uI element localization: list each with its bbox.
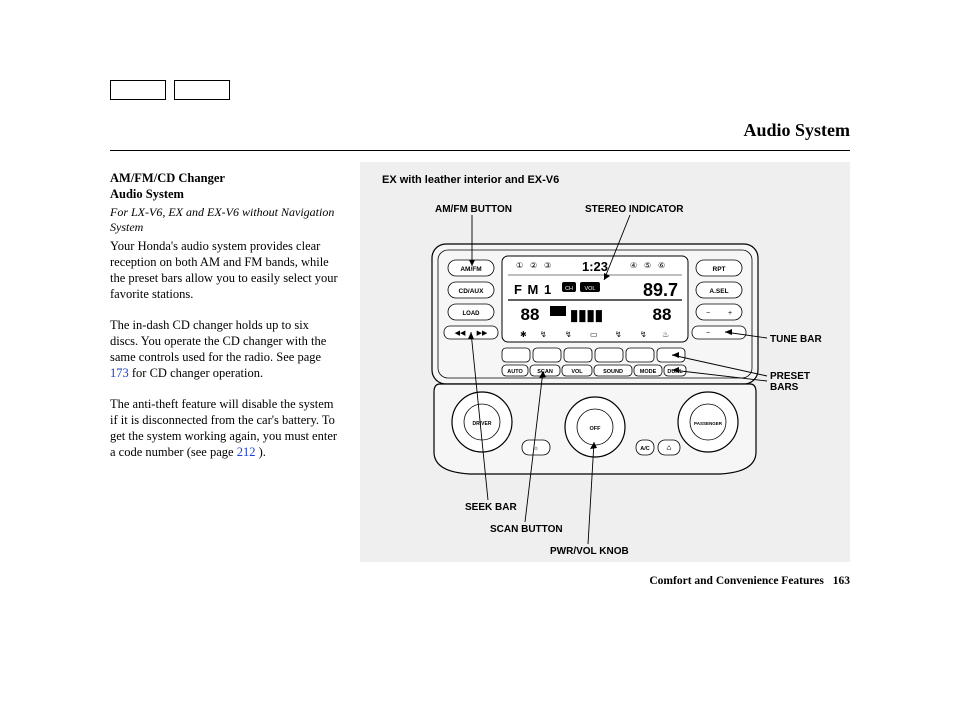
page-title: Audio System bbox=[743, 120, 850, 141]
callout-tune-bar: TUNE BAR bbox=[770, 334, 822, 345]
svg-text:VOL: VOL bbox=[584, 286, 595, 292]
svg-text:☼: ☼ bbox=[533, 446, 539, 452]
text-run: The in-dash CD changer holds up to six d… bbox=[110, 318, 326, 365]
svg-text:88: 88 bbox=[653, 305, 672, 324]
svg-text:A/C: A/C bbox=[640, 446, 650, 452]
radio-svg: AM/FM CD/AUX LOAD RPT A.SEL − + ◀◀ ▶▶ − … bbox=[430, 242, 760, 477]
svg-text:−: − bbox=[706, 310, 710, 317]
footer-section: Comfort and Convenience Features bbox=[649, 575, 824, 587]
callout-pwr-vol-knob: PWR/VOL KNOB bbox=[550, 546, 629, 557]
callout-amfm-button: AM/FM BUTTON bbox=[435, 204, 512, 215]
section-subheading: For LX-V6, EX and EX-V6 without Navigati… bbox=[110, 205, 340, 236]
svg-text:1:23: 1:23 bbox=[582, 259, 608, 274]
svg-text:89.7: 89.7 bbox=[643, 280, 678, 300]
placeholder-box bbox=[174, 80, 230, 100]
text-run: The anti-theft feature will disable the … bbox=[110, 397, 337, 460]
callout-preset-bars: PRESET BARS bbox=[770, 371, 810, 393]
page-link[interactable]: 212 bbox=[237, 445, 256, 459]
svg-text:PASSENGER: PASSENGER bbox=[694, 421, 723, 426]
text-run: ). bbox=[255, 445, 265, 459]
svg-text:①: ① bbox=[516, 261, 523, 270]
svg-text:↯: ↯ bbox=[540, 330, 547, 339]
page-footer: Comfort and Convenience Features 163 bbox=[649, 575, 850, 587]
horizontal-rule bbox=[110, 150, 850, 151]
body-text-column: AM/FM/CD Changer Audio System For LX-V6,… bbox=[110, 170, 340, 475]
placeholder-box bbox=[110, 80, 166, 100]
svg-text:♨: ♨ bbox=[662, 330, 669, 339]
footer-page-number: 163 bbox=[833, 575, 850, 587]
section-heading: AM/FM/CD Changer Audio System bbox=[110, 170, 340, 203]
svg-text:RPT: RPT bbox=[713, 266, 726, 273]
heading-line: AM/FM/CD Changer bbox=[110, 171, 225, 185]
svg-text:↯: ↯ bbox=[565, 330, 572, 339]
svg-text:↯: ↯ bbox=[615, 330, 622, 339]
svg-text:②: ② bbox=[530, 261, 537, 270]
paragraph: The anti-theft feature will disable the … bbox=[110, 396, 340, 461]
paragraph: Your Honda's audio system provides clear… bbox=[110, 238, 340, 303]
svg-text:F M 1: F M 1 bbox=[514, 282, 552, 297]
callout-seek-bar: SEEK BAR bbox=[465, 502, 517, 513]
svg-text:DRIVER: DRIVER bbox=[473, 421, 492, 427]
svg-text:▭: ▭ bbox=[590, 330, 598, 339]
svg-text:▶▶: ▶▶ bbox=[477, 330, 488, 337]
paragraph: The in-dash CD changer holds up to six d… bbox=[110, 317, 340, 382]
svg-text:A.SEL: A.SEL bbox=[709, 288, 728, 295]
svg-text:−: − bbox=[706, 330, 710, 337]
svg-text:MODE: MODE bbox=[640, 369, 657, 375]
svg-text:③: ③ bbox=[544, 261, 551, 270]
svg-text:AM/FM: AM/FM bbox=[460, 266, 481, 273]
figure-caption: EX with leather interior and EX-V6 bbox=[382, 174, 559, 186]
svg-text:88: 88 bbox=[521, 305, 540, 324]
svg-text:⑥: ⑥ bbox=[658, 261, 665, 270]
callout-line: BARS bbox=[770, 382, 798, 393]
svg-text:OFF: OFF bbox=[590, 426, 602, 432]
svg-text:▮▮▮▮: ▮▮▮▮ bbox=[570, 307, 603, 324]
svg-text:♺: ♺ bbox=[666, 445, 671, 452]
svg-text:④: ④ bbox=[630, 261, 637, 270]
callout-stereo-indicator: STEREO INDICATOR bbox=[585, 204, 684, 215]
svg-text:AUTO: AUTO bbox=[507, 369, 523, 375]
callout-line: PRESET bbox=[770, 371, 810, 382]
svg-text:SCAN: SCAN bbox=[537, 369, 553, 375]
svg-text:CH: CH bbox=[565, 286, 573, 292]
svg-text:VOL: VOL bbox=[571, 369, 583, 375]
svg-text:DUAL: DUAL bbox=[667, 369, 683, 375]
heading-line: Audio System bbox=[110, 187, 184, 201]
svg-text:✱: ✱ bbox=[520, 330, 527, 339]
text-run: for CD changer operation. bbox=[129, 366, 263, 380]
svg-text:↯: ↯ bbox=[640, 330, 647, 339]
callout-scan-button: SCAN BUTTON bbox=[490, 524, 563, 535]
top-placeholder-boxes bbox=[110, 80, 234, 105]
radio-illustration: AM/FM CD/AUX LOAD RPT A.SEL − + ◀◀ ▶▶ − … bbox=[430, 242, 760, 477]
svg-text:◀◀: ◀◀ bbox=[455, 330, 466, 337]
svg-text:SOUND: SOUND bbox=[603, 369, 623, 375]
svg-text:CD/AUX: CD/AUX bbox=[459, 288, 485, 295]
svg-text:+: + bbox=[728, 310, 732, 317]
svg-text:LOAD: LOAD bbox=[463, 311, 481, 317]
svg-text:+: + bbox=[728, 330, 732, 337]
svg-text:⑤: ⑤ bbox=[644, 261, 651, 270]
figure-panel: EX with leather interior and EX-V6 AM/FM… bbox=[360, 162, 850, 562]
page-link[interactable]: 173 bbox=[110, 366, 129, 380]
